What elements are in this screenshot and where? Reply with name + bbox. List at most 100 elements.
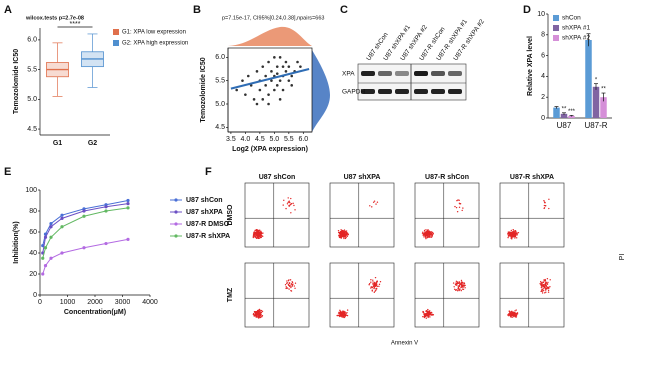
y-tick-label: 5.5 (27, 66, 37, 73)
flow-dot (345, 236, 347, 238)
flow-dot (460, 283, 462, 285)
row-label: TMZ (227, 287, 234, 302)
flow-dot (430, 311, 432, 314)
point (104, 205, 108, 209)
y-tick-label: 40 (29, 250, 37, 257)
x-tick-label: 3000 (115, 299, 131, 306)
flow-dot (290, 212, 292, 214)
flow-dot (288, 205, 290, 207)
legend-label: shXPA #2 (562, 35, 590, 42)
flow-dot (464, 284, 466, 287)
flow-dot (425, 317, 428, 319)
flow-dot (546, 278, 549, 280)
flow-dot (368, 282, 371, 285)
flow-dot (432, 232, 434, 235)
point (284, 70, 288, 73)
flow-dot (459, 288, 461, 291)
flow-dot (256, 312, 259, 314)
flow-dot (344, 311, 346, 314)
bar (553, 107, 560, 118)
flow-dot (431, 234, 433, 236)
flow-dot (510, 229, 513, 232)
flow-dot (286, 287, 289, 289)
y-axis-label: Temozolomide IC50 (200, 57, 207, 122)
flow-dot (511, 316, 513, 318)
flow-dot (344, 237, 347, 240)
chart-title: p=7.15e-17, CI95%[0.24,0.38],npairs=663 (222, 15, 324, 21)
flow-dot (509, 312, 511, 314)
flow-dot (346, 235, 349, 237)
flow-dot (454, 283, 457, 286)
flow-dot (341, 315, 344, 317)
band (448, 89, 462, 94)
flow-dot (460, 279, 463, 282)
flow-dot (517, 231, 520, 234)
flow-dot (346, 311, 348, 314)
flow-dot (462, 207, 464, 209)
x-tick-label: U87 (557, 121, 572, 130)
y-tick-label: 5.0 (27, 96, 37, 103)
flow-dot (342, 230, 345, 233)
y-tick-label: 6.0 (215, 54, 225, 61)
point (49, 235, 53, 239)
flow-frame (414, 182, 480, 248)
x-tick-label: U87-R (584, 121, 607, 130)
flow-dot (373, 286, 375, 289)
flow-dot (261, 315, 264, 317)
x-tick-label: 4.5 (255, 136, 265, 143)
significance: *** (568, 109, 576, 115)
flow-dot (511, 238, 513, 240)
flow-dot (289, 284, 291, 287)
flow-dot (541, 282, 543, 285)
flow-dot (287, 280, 290, 282)
flow-dot (252, 234, 255, 237)
flow-dot (429, 313, 431, 316)
flow-dot (286, 280, 288, 282)
flow-dot (429, 231, 432, 233)
flow-dot (510, 235, 513, 238)
x-tick-label: 0 (38, 299, 42, 306)
flow-dot (457, 287, 459, 290)
flow-dot (294, 287, 296, 290)
flow-dot (423, 236, 425, 238)
flow-dot (456, 199, 458, 202)
flow-dot (257, 232, 259, 235)
flow-dot (338, 234, 340, 237)
flow-dot (542, 289, 545, 292)
x-tick-label: G2 (88, 140, 97, 147)
point (104, 209, 108, 213)
point (267, 60, 270, 64)
point (281, 65, 285, 68)
flow-dot (340, 314, 342, 316)
y-tick-label: 5.0 (215, 101, 225, 108)
flow-dot (455, 282, 457, 284)
flow-dot (507, 236, 509, 239)
legend-label: U87-R shXPA (186, 233, 230, 240)
flow-dot (255, 312, 257, 315)
flow-dot (543, 279, 545, 281)
flow-dot (543, 204, 546, 207)
flow-dot (515, 237, 518, 239)
flow-dot (540, 290, 542, 293)
point (126, 237, 130, 241)
flow-dot (512, 228, 514, 231)
flow-dot (456, 289, 458, 291)
flow-dot (253, 233, 256, 235)
flow-dot (426, 312, 428, 315)
flow-dot (374, 290, 376, 292)
flow-dot (262, 232, 264, 234)
flow-dot (513, 232, 515, 234)
band (361, 89, 375, 94)
flow-dot (290, 197, 292, 200)
flow-dot (546, 283, 549, 285)
flow-dot (457, 286, 460, 288)
flow-dot (282, 204, 284, 206)
flow-dot (374, 285, 376, 288)
flow-dot (431, 313, 434, 316)
flow-dots (336, 276, 382, 319)
flow-dot (262, 235, 264, 238)
flow-dot (338, 314, 340, 317)
flow-dot (291, 285, 293, 288)
flow-dot (260, 236, 262, 239)
